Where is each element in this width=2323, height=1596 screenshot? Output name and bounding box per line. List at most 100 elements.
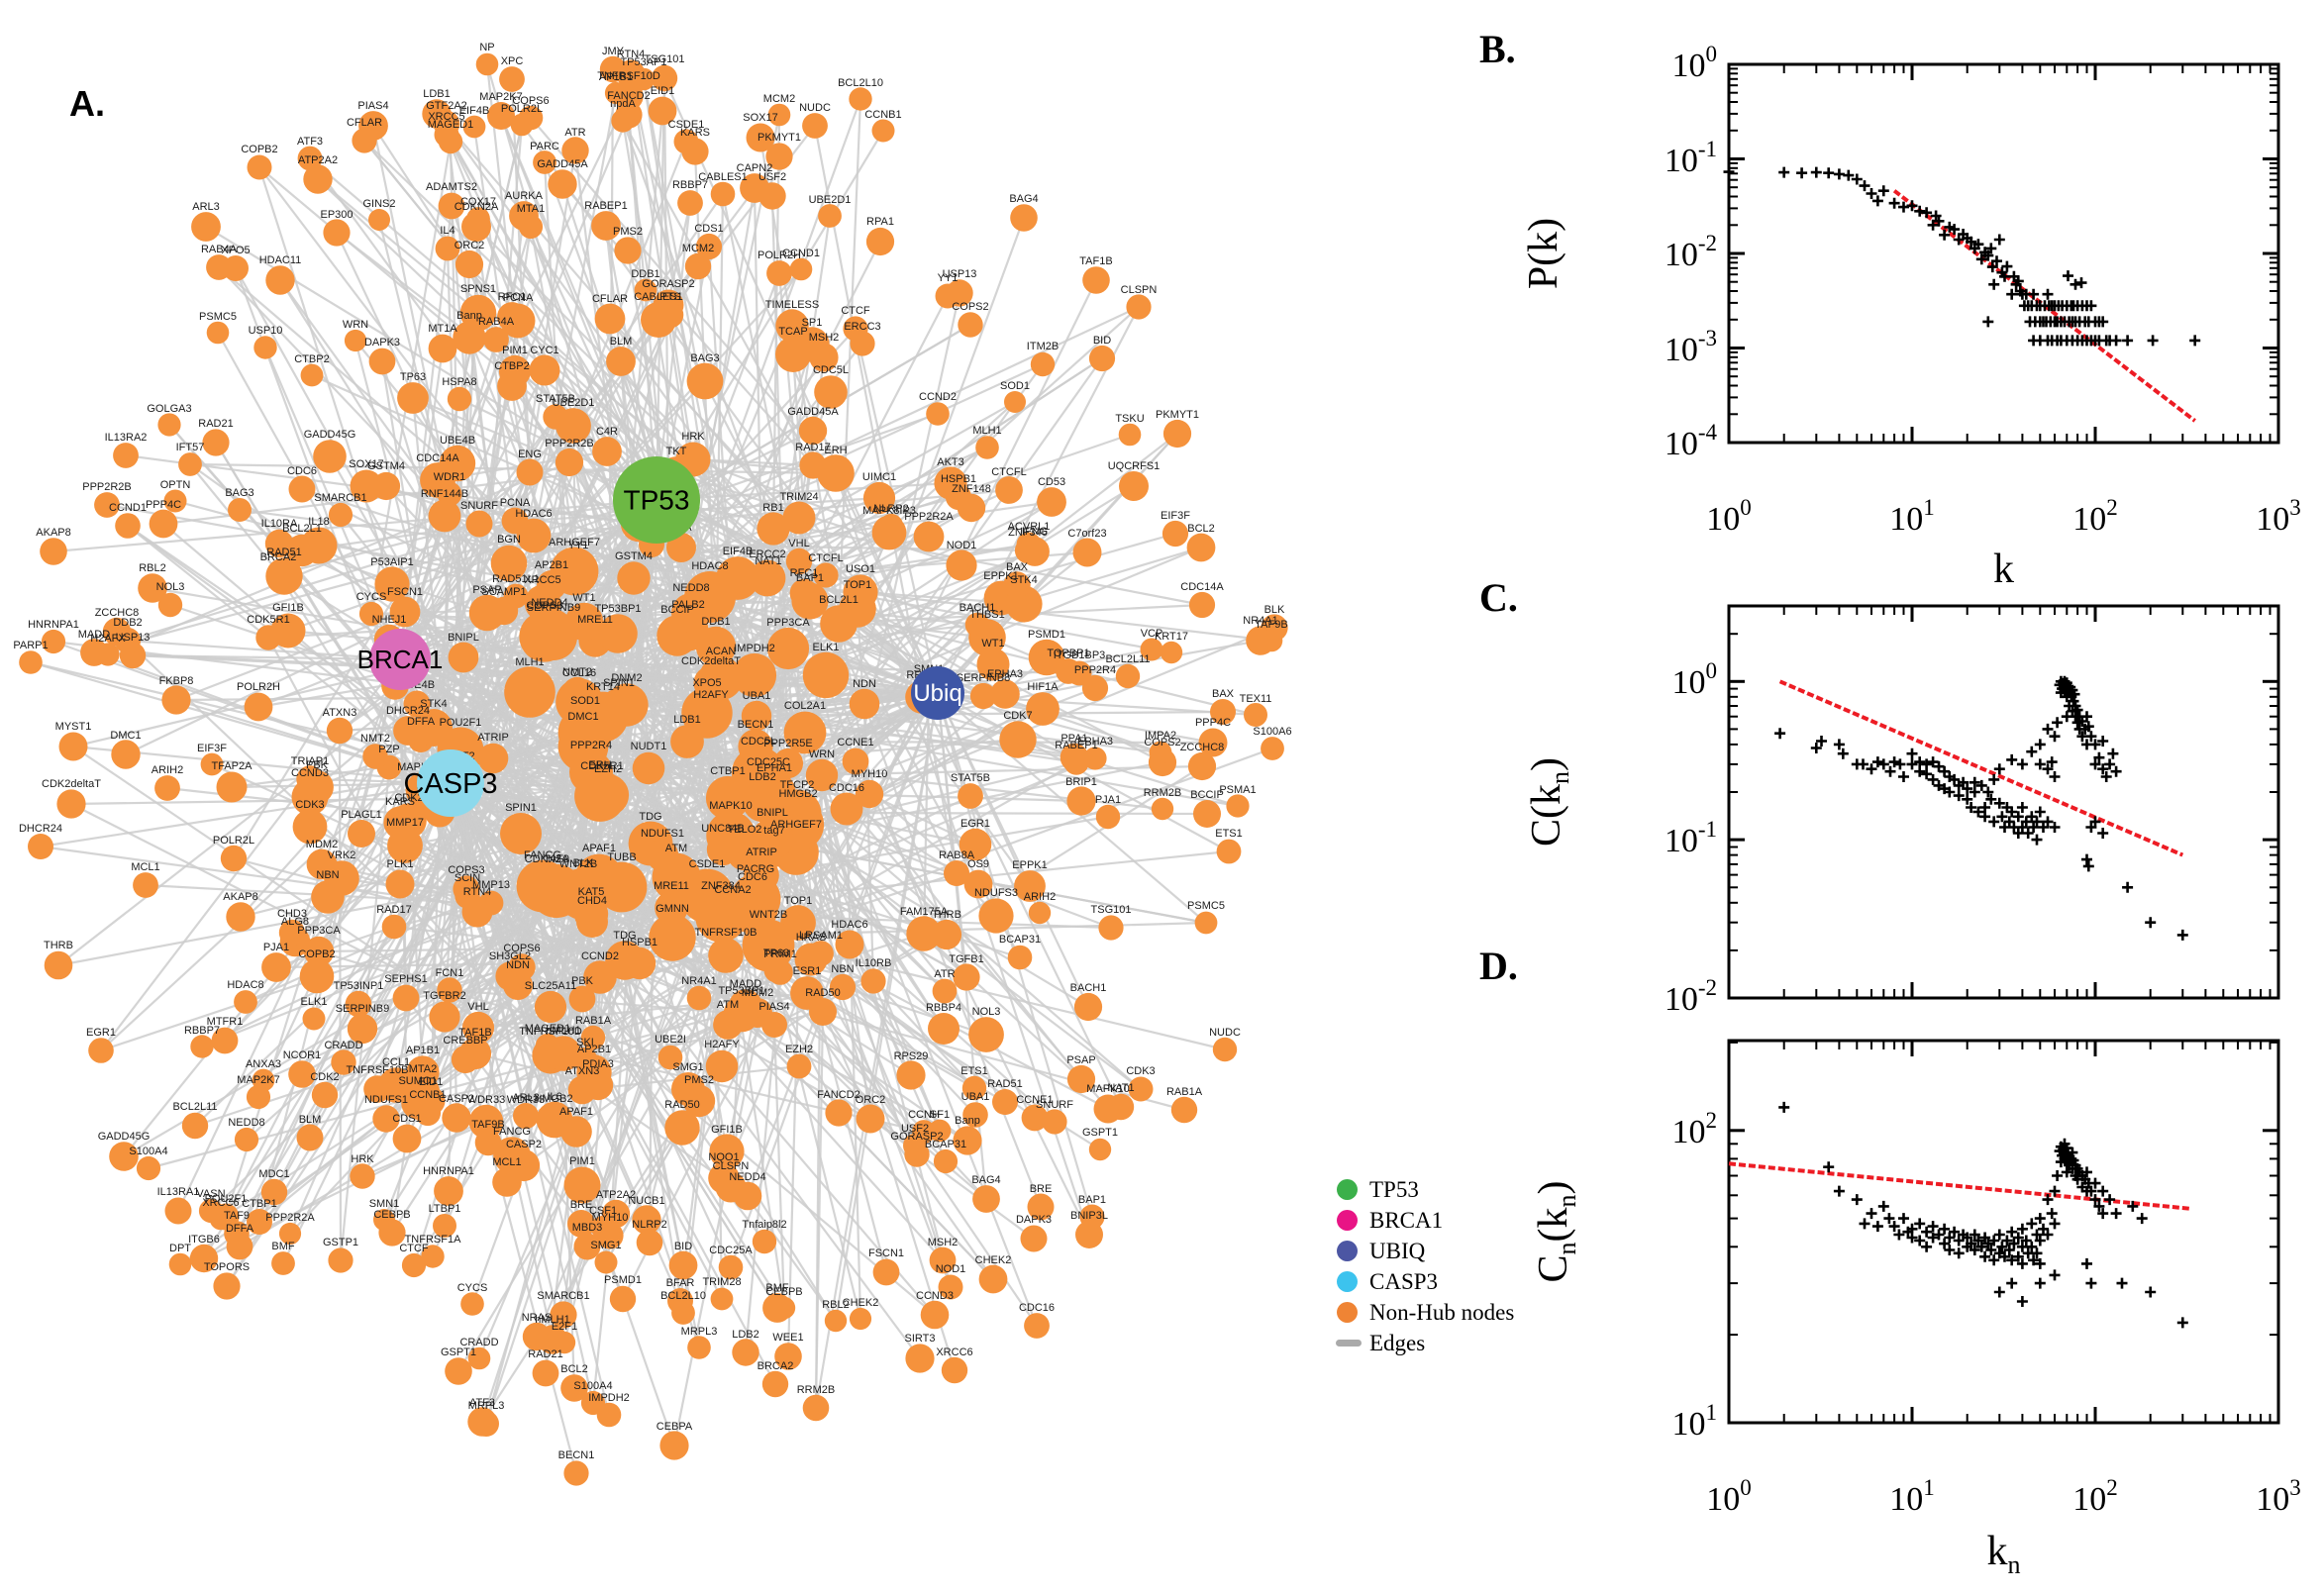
legend-label-brca1: BRCA1 <box>1369 1207 1444 1233</box>
svg-text:GADD45G: GADD45G <box>98 1131 151 1143</box>
svg-text:RAD17: RAD17 <box>376 904 411 916</box>
svg-text:HDAC8: HDAC8 <box>227 979 263 991</box>
svg-text:BACH1: BACH1 <box>1070 982 1107 994</box>
svg-text:TRIM24: TRIM24 <box>779 491 818 503</box>
svg-text:101: 101 <box>1672 1400 1718 1443</box>
svg-text:SLC25A11: SLC25A11 <box>525 980 576 992</box>
svg-text:E2F1: E2F1 <box>552 1321 577 1333</box>
svg-text:EIF3F: EIF3F <box>1161 510 1190 522</box>
svg-text:RTN4: RTN4 <box>463 886 492 898</box>
svg-text:VASN: VASN <box>196 1188 225 1200</box>
svg-text:PRIM1: PRIM1 <box>763 948 797 960</box>
svg-text:RAD51: RAD51 <box>266 547 301 558</box>
plot-panel-D: 102 101 100 101 102 103 kn Cn(kn) <box>1531 1039 2301 1579</box>
svg-text:SNURF: SNURF <box>460 500 498 512</box>
svg-text:BNIPL: BNIPL <box>448 632 479 644</box>
svg-text:NEDD4: NEDD4 <box>729 1171 765 1183</box>
svg-text:ARIH2: ARIH2 <box>1024 891 1056 903</box>
svg-text:TP53AP1: TP53AP1 <box>620 56 666 68</box>
svg-text:CDC5L: CDC5L <box>813 364 849 376</box>
svg-text:TAF9: TAF9 <box>544 853 569 865</box>
svg-text:BCL2L11: BCL2L11 <box>1105 653 1150 665</box>
svg-text:S100A6: S100A6 <box>1253 726 1291 738</box>
panel-b-label: B. <box>1479 27 1516 71</box>
svg-text:IFT57: IFT57 <box>176 442 205 453</box>
svg-text:HNRNPA1: HNRNPA1 <box>423 1165 474 1177</box>
svg-text:MAPK10: MAPK10 <box>709 800 752 812</box>
svg-text:PKMYT1: PKMYT1 <box>758 132 801 144</box>
svg-text:TP53: TP53 <box>624 485 690 516</box>
svg-text:PCNA: PCNA <box>503 292 534 304</box>
svg-text:MCL1: MCL1 <box>131 861 159 873</box>
svg-text:RAD51L1: RAD51L1 <box>492 573 540 585</box>
svg-text:TOP1: TOP1 <box>784 895 813 907</box>
svg-text:MDC1: MDC1 <box>258 1168 289 1180</box>
svg-text:COPS3: COPS3 <box>448 864 484 876</box>
svg-text:ALG8: ALG8 <box>281 916 309 928</box>
svg-text:BCL2: BCL2 <box>1187 523 1215 535</box>
svg-text:DPT: DPT <box>169 1243 191 1254</box>
svg-text:FCN1: FCN1 <box>436 967 464 979</box>
svg-text:CCND2: CCND2 <box>919 391 957 403</box>
fit-line-C <box>1778 679 2184 857</box>
svg-text:EGR1: EGR1 <box>960 818 990 830</box>
svg-text:GFI1B: GFI1B <box>272 602 304 614</box>
svg-text:ATR: ATR <box>934 968 955 980</box>
svg-text:100: 100 <box>1706 495 1752 538</box>
svg-text:BNIPL: BNIPL <box>757 807 788 819</box>
svg-text:GORASP2: GORASP2 <box>890 1131 943 1143</box>
svg-text:ARHGEF7: ARHGEF7 <box>549 537 600 549</box>
svg-text:HSPB1: HSPB1 <box>622 937 657 948</box>
svg-text:DMC1: DMC1 <box>567 711 598 723</box>
svg-text:PIAS4: PIAS4 <box>357 100 388 112</box>
svg-text:RABEP1: RABEP1 <box>584 200 627 212</box>
scatter-markers-D <box>1778 1101 2188 1329</box>
svg-text:FANCD2: FANCD2 <box>607 90 650 102</box>
svg-text:ATXN3: ATXN3 <box>323 707 357 719</box>
svg-text:WDR33: WDR33 <box>507 1094 546 1106</box>
svg-text:PTS: PTS <box>659 291 680 303</box>
svg-text:NOD1: NOD1 <box>947 540 977 551</box>
svg-text:HSPB1: HSPB1 <box>941 473 976 485</box>
svg-text:IL10RA: IL10RA <box>261 518 298 530</box>
svg-text:Cn(kn): Cn(kn) <box>1531 1180 1581 1282</box>
svg-text:TUBB: TUBB <box>607 851 636 863</box>
svg-text:TAF1B: TAF1B <box>1079 255 1112 267</box>
hub-node-casp3 <box>417 749 484 817</box>
svg-text:MT1A: MT1A <box>428 323 457 335</box>
svg-text:NDUFS3: NDUFS3 <box>974 887 1018 899</box>
svg-text:IL6: IL6 <box>547 1091 561 1103</box>
svg-text:10-3: 10-3 <box>1665 326 1717 368</box>
svg-text:PMS2: PMS2 <box>613 226 643 238</box>
svg-text:CCND3: CCND3 <box>916 1290 954 1302</box>
svg-text:H2AFY: H2AFY <box>693 689 729 701</box>
svg-text:BAX: BAX <box>1006 561 1029 573</box>
svg-text:TCAP: TCAP <box>778 326 807 338</box>
svg-text:Tnfaip8l2: Tnfaip8l2 <box>742 1219 786 1231</box>
svg-text:ARL3: ARL3 <box>192 201 220 213</box>
svg-text:CDC25A: CDC25A <box>709 1245 753 1256</box>
svg-text:LDB1: LDB1 <box>673 714 701 726</box>
svg-text:TNFRSF10D: TNFRSF10D <box>597 70 660 82</box>
svg-text:POLR2H: POLR2H <box>758 249 801 261</box>
svg-text:GADD45G: GADD45G <box>304 429 356 441</box>
svg-text:RFC1: RFC1 <box>498 291 527 303</box>
svg-text:XRCC6: XRCC6 <box>936 1347 972 1358</box>
svg-text:ETS1: ETS1 <box>1215 828 1243 840</box>
svg-text:CYCS: CYCS <box>457 1282 488 1294</box>
svg-text:ATM: ATM <box>665 843 687 854</box>
svg-text:CDC25C: CDC25C <box>747 756 790 768</box>
svg-text:ETS1: ETS1 <box>960 1065 988 1077</box>
svg-text:NEDD8: NEDD8 <box>672 582 709 594</box>
svg-text:MLH1: MLH1 <box>515 656 544 668</box>
svg-text:NUCB1: NUCB1 <box>628 1195 664 1207</box>
svg-text:RB1: RB1 <box>762 502 783 514</box>
svg-text:CDC6: CDC6 <box>287 465 317 477</box>
hub-node-tp53 <box>613 456 700 544</box>
svg-text:MAPK8IP3: MAPK8IP3 <box>862 505 916 517</box>
svg-text:HDAC6: HDAC6 <box>515 508 552 520</box>
svg-text:NAT1: NAT1 <box>755 555 781 567</box>
svg-text:CEBPA: CEBPA <box>656 1421 693 1433</box>
svg-text:BRCA2: BRCA2 <box>758 1360 794 1372</box>
svg-text:CTBP2: CTBP2 <box>294 353 329 365</box>
